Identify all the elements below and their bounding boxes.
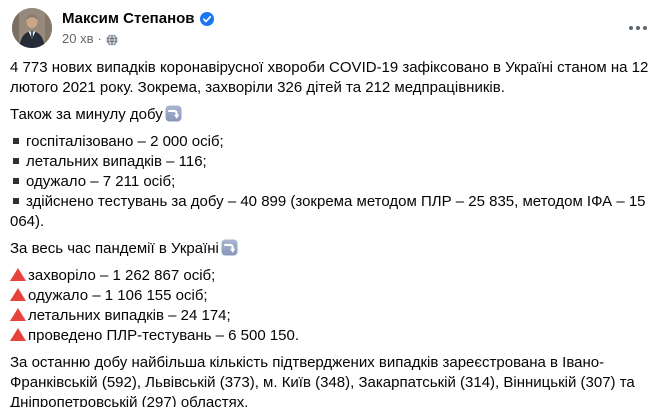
red-triangle-icon bbox=[10, 308, 26, 321]
avatar-photo bbox=[12, 8, 52, 48]
total-stat-item: одужало – 1 106 155 осіб; bbox=[10, 286, 656, 306]
post-header: Максим Степанов 20 хв · bbox=[0, 0, 666, 48]
post-meta: 20 хв · bbox=[62, 31, 214, 47]
square-bullet-icon bbox=[13, 198, 19, 204]
daily-stat-item: госпіталізовано – 2 000 осіб; bbox=[10, 132, 656, 152]
total-heading-text: За весь час пандемії в Україні bbox=[10, 240, 219, 257]
ellipsis-dot bbox=[629, 26, 633, 30]
red-triangle-icon bbox=[10, 288, 26, 301]
more-options-button[interactable] bbox=[625, 22, 651, 34]
daily-stat-item: одужало – 7 211 осіб; bbox=[10, 172, 656, 192]
total-stat-item: проведено ПЛР-тестувань – 6 500 150. bbox=[10, 326, 656, 346]
daily-stat-text: одужало – 7 211 осіб; bbox=[26, 173, 176, 190]
post-body: 4 773 нових випадків коронавірусної хвор… bbox=[0, 58, 666, 407]
daily-section-heading: Також за минулу добу bbox=[10, 105, 656, 125]
daily-stat-item: здійснено тестувань за добу – 40 899 (зо… bbox=[10, 192, 656, 232]
red-triangle-icon bbox=[10, 328, 26, 341]
daily-stat-item: летальних випадків – 116; bbox=[10, 152, 656, 172]
daily-heading-text: Також за минулу добу bbox=[10, 106, 163, 123]
total-stat-item: захворіло – 1 262 867 осіб; bbox=[10, 266, 656, 286]
meta-separator: · bbox=[97, 31, 102, 46]
daily-stat-text: госпіталізовано – 2 000 осіб; bbox=[26, 133, 224, 150]
daily-stats-list: госпіталізовано – 2 000 осіб; летальних … bbox=[10, 132, 656, 232]
arrow-curving-down-icon bbox=[221, 239, 238, 256]
total-stat-text: захворіло – 1 262 867 осіб; bbox=[28, 267, 216, 284]
globe-icon bbox=[106, 33, 118, 46]
daily-stat-text: здійснено тестувань за добу – 40 899 (зо… bbox=[10, 193, 646, 230]
post-outro-paragraph: За останню добу найбільша кількість підт… bbox=[10, 354, 635, 407]
square-bullet-icon bbox=[13, 158, 19, 164]
total-stat-text: летальних випадків – 24 174; bbox=[28, 307, 231, 324]
ellipsis-dot bbox=[643, 26, 647, 30]
header-text: Максим Степанов 20 хв · bbox=[62, 8, 214, 47]
avatar[interactable] bbox=[12, 8, 52, 48]
daily-stat-text: летальних випадків – 116; bbox=[26, 153, 207, 170]
verified-badge-icon bbox=[199, 12, 214, 26]
post-intro-paragraph: 4 773 нових випадків коронавірусної хвор… bbox=[10, 59, 649, 96]
total-stat-text: проведено ПЛР-тестувань – 6 500 150. bbox=[28, 327, 300, 344]
square-bullet-icon bbox=[13, 138, 19, 144]
arrow-curving-down-icon bbox=[165, 105, 182, 122]
author-name[interactable]: Максим Степанов bbox=[62, 10, 195, 27]
total-stat-text: одужало – 1 106 155 осіб; bbox=[28, 287, 208, 304]
square-bullet-icon bbox=[13, 178, 19, 184]
author-row: Максим Степанов bbox=[62, 9, 214, 29]
total-section-heading: За весь час пандемії в Україні bbox=[10, 239, 656, 259]
ellipsis-dot bbox=[636, 26, 640, 30]
total-stat-item: летальних випадків – 24 174; bbox=[10, 306, 656, 326]
total-stats-list: захворіло – 1 262 867 осіб; одужало – 1 … bbox=[10, 266, 656, 346]
red-triangle-icon bbox=[10, 268, 26, 281]
timestamp[interactable]: 20 хв bbox=[62, 31, 94, 46]
